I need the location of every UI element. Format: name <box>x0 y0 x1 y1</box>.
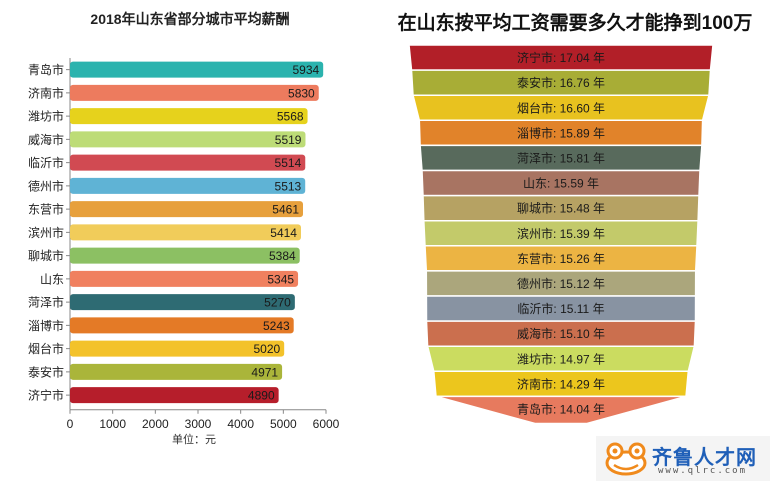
salary-bar <box>70 224 301 241</box>
funnel-segment-label: 潍坊市: 14.97 年 <box>517 351 605 366</box>
category-label: 聊城市 <box>28 248 64 263</box>
category-label: 淄博市 <box>28 318 64 333</box>
salary-bar <box>70 108 308 125</box>
category-label: 德州市 <box>28 178 64 193</box>
funnel-segment-label: 东营市: 15.26 年 <box>517 251 605 266</box>
bar-value-label: 5461 <box>272 203 299 217</box>
funnel-segment-label: 威海市: 15.10 年 <box>517 326 605 341</box>
category-label: 滨州市 <box>28 225 64 240</box>
bar-value-label: 5514 <box>275 156 302 170</box>
bar-value-label: 5345 <box>267 272 294 286</box>
x-tick-label: 6000 <box>313 417 340 431</box>
salary-bar <box>70 294 295 311</box>
bar-value-label: 5020 <box>253 342 280 356</box>
salary-bar <box>70 84 319 101</box>
x-tick-label: 5000 <box>270 417 297 431</box>
bar-value-label: 4890 <box>248 389 275 403</box>
salary-bar <box>70 201 304 218</box>
category-label: 泰安市 <box>28 364 64 379</box>
salary-bar <box>70 131 306 148</box>
x-tick-label: 4000 <box>227 417 254 431</box>
funnel-segment-label: 山东: 15.59 年 <box>523 177 599 191</box>
x-tick-label: 2000 <box>142 417 169 431</box>
category-label: 潍坊市 <box>28 109 64 124</box>
salary-bar <box>70 317 294 334</box>
funnel-segment-label: 菏泽市: 15.81 年 <box>517 150 605 165</box>
salary-bar <box>70 363 283 380</box>
logo-url: www.qlrc.com <box>658 466 748 476</box>
funnel-segment <box>435 395 687 425</box>
site-logo[interactable]: 齐鲁人才网 www.qlrc.com <box>596 436 770 481</box>
funnel-segment-label: 泰安市: 16.76 年 <box>517 75 605 90</box>
category-label: 威海市 <box>28 132 64 147</box>
salary-bar <box>70 247 300 264</box>
salary-bar <box>70 61 324 78</box>
funnel-segment-label: 济宁市: 17.04 年 <box>517 50 605 65</box>
right-chart-title: 在山东按平均工资需要多久才能挣到100万 <box>397 13 753 34</box>
category-label: 济宁市 <box>28 388 64 403</box>
x-axis-label: 单位：元 <box>172 432 216 446</box>
funnel-segment-label: 济南市: 14.29 年 <box>517 376 605 391</box>
bar-value-label: 4971 <box>251 365 278 379</box>
bar-value-label: 5384 <box>269 249 296 263</box>
salary-bar-chart: 青岛市 5934 济南市 5830 潍坊市 5568 威海市 5519 临沂市 5514 德州市 55… <box>28 58 340 446</box>
salary-bar <box>70 177 306 194</box>
bar-value-label: 5519 <box>275 133 302 147</box>
funnel-segment-label: 烟台市: 16.60 年 <box>517 100 605 115</box>
category-label: 东营市 <box>28 202 64 217</box>
bar-value-label: 5830 <box>288 86 315 100</box>
funnel-segment-label: 德州市: 15.12 年 <box>517 276 605 291</box>
bar-value-label: 5568 <box>277 110 304 124</box>
funnel-segment-label: 临沂市: 15.11 年 <box>517 301 604 316</box>
x-tick-label: 0 <box>67 417 74 431</box>
bar-value-label: 5934 <box>292 63 319 77</box>
bar-value-label: 5243 <box>263 319 290 333</box>
salary-bar <box>70 154 306 171</box>
salary-bar <box>70 340 285 357</box>
funnel-segment-label: 青岛市: 14.04 年 <box>517 401 605 416</box>
frog-logo-icon <box>605 442 647 476</box>
x-tick-label: 3000 <box>185 417 212 431</box>
category-label: 菏泽市 <box>28 295 64 310</box>
funnel-segment-label: 聊城市: 15.48 年 <box>517 201 605 216</box>
salary-bar <box>70 270 299 287</box>
category-label: 山东 <box>40 272 64 286</box>
bar-value-label: 5270 <box>264 296 291 310</box>
category-label: 济南市 <box>28 85 64 100</box>
left-chart-title: 2018年山东省部分城市平均薪酬 <box>90 11 290 27</box>
category-label: 烟台市 <box>28 341 64 356</box>
x-tick-label: 1000 <box>99 417 126 431</box>
bar-value-label: 5414 <box>270 226 297 240</box>
logo-text: 齐鲁人才网 <box>652 447 757 469</box>
bar-value-label: 5513 <box>275 179 302 193</box>
salary-bar <box>70 387 279 404</box>
category-label: 青岛市 <box>28 62 64 77</box>
funnel-segment-label: 滨州市: 15.39 年 <box>517 226 605 241</box>
category-label: 临沂市 <box>28 155 64 170</box>
funnel-segment-label: 淄博市: 15.89 年 <box>517 125 605 140</box>
